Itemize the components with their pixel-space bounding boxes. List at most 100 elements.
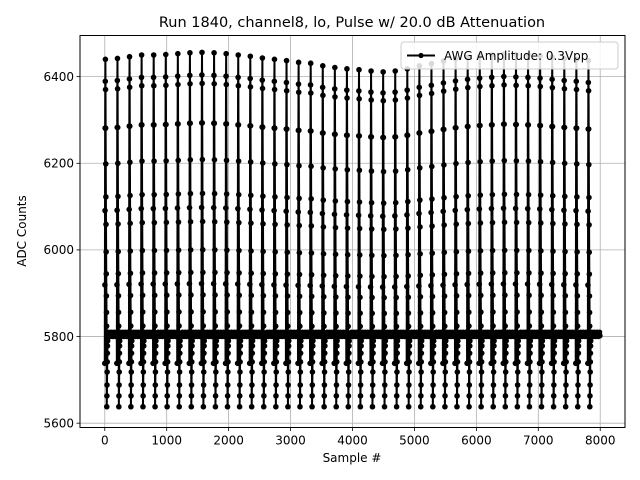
data-point bbox=[128, 359, 135, 365]
data-point bbox=[343, 212, 350, 218]
data-point bbox=[575, 393, 581, 399]
data-point bbox=[297, 343, 304, 349]
data-point bbox=[488, 205, 495, 212]
data-point bbox=[285, 350, 292, 356]
data-point bbox=[283, 57, 290, 64]
data-point bbox=[562, 248, 568, 255]
data-point bbox=[345, 323, 351, 330]
data-point bbox=[357, 382, 364, 388]
data-point bbox=[114, 124, 121, 131]
data-point bbox=[295, 89, 302, 96]
data-point bbox=[356, 66, 362, 73]
data-point bbox=[526, 403, 533, 410]
data-point bbox=[381, 323, 388, 330]
data-point bbox=[321, 403, 327, 410]
data-point bbox=[310, 343, 316, 349]
data-point bbox=[296, 309, 303, 316]
data-point bbox=[404, 132, 411, 139]
data-point bbox=[236, 270, 242, 276]
data-point bbox=[331, 283, 338, 290]
data-point bbox=[272, 309, 279, 316]
data-point bbox=[261, 350, 268, 356]
data-point bbox=[116, 343, 123, 349]
data-point bbox=[453, 124, 459, 131]
data-point bbox=[103, 293, 110, 299]
data-point bbox=[150, 74, 157, 81]
data-point bbox=[212, 292, 218, 298]
data-point bbox=[236, 403, 243, 410]
data-point bbox=[235, 74, 241, 81]
data-point bbox=[441, 194, 447, 201]
data-point bbox=[454, 343, 461, 349]
data-point bbox=[526, 382, 533, 388]
data-point bbox=[247, 123, 254, 129]
data-point bbox=[452, 86, 459, 92]
data-point bbox=[466, 369, 473, 375]
data-point bbox=[127, 270, 134, 277]
data-point bbox=[115, 221, 121, 227]
data-point bbox=[477, 122, 483, 129]
data-point bbox=[587, 369, 593, 375]
data-point bbox=[102, 86, 109, 93]
data-point bbox=[551, 369, 557, 375]
data-point bbox=[309, 323, 315, 330]
data-point bbox=[585, 79, 592, 86]
data-point bbox=[452, 281, 458, 288]
data-point bbox=[199, 72, 205, 78]
data-point bbox=[440, 88, 447, 94]
data-point bbox=[502, 292, 508, 298]
data-point bbox=[285, 382, 291, 388]
data-point bbox=[441, 222, 447, 228]
data-point bbox=[140, 350, 147, 356]
data-point bbox=[102, 282, 108, 288]
data-point bbox=[332, 224, 339, 231]
data-point bbox=[248, 270, 254, 276]
data-point bbox=[524, 281, 531, 287]
data-point bbox=[187, 81, 193, 87]
data-point bbox=[367, 284, 374, 290]
data-point bbox=[247, 281, 253, 288]
data-point bbox=[416, 165, 423, 171]
data-point bbox=[151, 247, 158, 254]
data-point bbox=[140, 359, 147, 365]
data-point bbox=[175, 121, 181, 127]
data-point bbox=[260, 323, 267, 329]
data-point bbox=[223, 50, 229, 57]
data-point bbox=[562, 309, 569, 316]
data-point bbox=[465, 220, 472, 227]
data-point bbox=[429, 250, 436, 256]
data-point bbox=[103, 221, 109, 228]
data-point bbox=[308, 90, 314, 96]
data-point bbox=[442, 359, 449, 365]
data-point bbox=[430, 359, 437, 365]
data-point bbox=[464, 281, 471, 288]
data-point bbox=[500, 205, 507, 212]
data-point bbox=[392, 97, 399, 103]
data-point bbox=[537, 75, 543, 81]
data-point bbox=[416, 283, 422, 289]
data-point bbox=[466, 403, 472, 410]
data-point bbox=[139, 122, 145, 128]
data-point bbox=[356, 199, 363, 205]
data-point bbox=[174, 73, 181, 79]
data-point bbox=[199, 49, 205, 56]
data-point bbox=[211, 120, 218, 127]
data-point bbox=[163, 82, 169, 89]
data-point bbox=[538, 309, 545, 315]
data-point bbox=[574, 221, 580, 228]
data-point bbox=[538, 292, 544, 299]
data-point bbox=[297, 350, 304, 356]
data-point bbox=[515, 350, 521, 356]
data-point bbox=[512, 281, 519, 287]
data-point bbox=[224, 292, 230, 298]
data-point bbox=[175, 50, 181, 57]
data-point bbox=[187, 157, 194, 163]
data-point bbox=[357, 310, 363, 317]
data-point bbox=[200, 382, 207, 388]
data-point bbox=[212, 403, 219, 410]
data-point bbox=[333, 382, 340, 388]
legend-marker-swatch bbox=[418, 52, 424, 59]
data-point bbox=[201, 350, 207, 356]
data-point bbox=[537, 158, 544, 165]
data-point bbox=[211, 218, 218, 225]
